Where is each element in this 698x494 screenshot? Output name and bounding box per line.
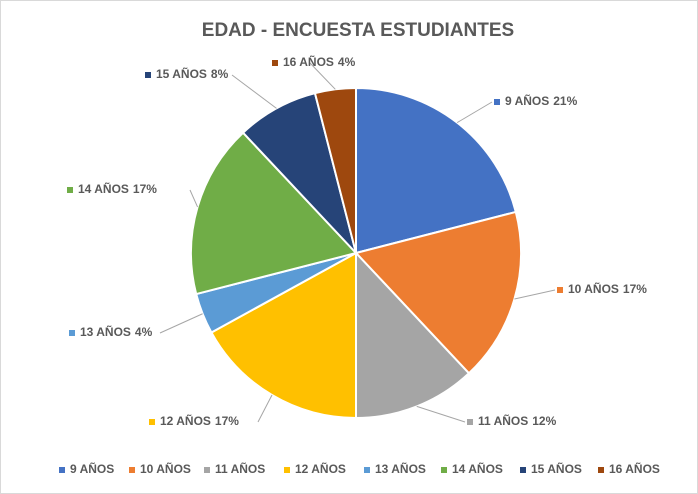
chart-title: EDAD - ENCUESTA ESTUDIANTES	[202, 20, 514, 41]
label-category: 15 AÑOS	[156, 66, 207, 81]
label-category: 11 AÑOS	[478, 413, 528, 428]
legend-label: 13 AÑOS	[375, 461, 426, 476]
leader-line	[416, 405, 466, 423]
label-category: 9 AÑOS	[505, 93, 549, 108]
label-value: 21%	[553, 94, 577, 108]
legend-swatch	[284, 467, 290, 473]
legend-swatch	[441, 467, 447, 473]
label-category: 10 AÑOS	[568, 281, 619, 296]
data-label: 12 AÑOS 17%	[160, 413, 239, 428]
label-value: 4%	[135, 325, 153, 339]
data-label: 9 AÑOS 21%	[505, 93, 578, 108]
pie-slice	[355, 86, 518, 255]
legend-swatch	[204, 467, 210, 473]
legend-swatch	[364, 467, 370, 473]
label-marker	[69, 330, 75, 336]
legend-label: 14 AÑOS	[452, 461, 503, 476]
label-marker	[145, 72, 151, 78]
data-label: 15 AÑOS 8%	[156, 66, 229, 81]
label-marker	[557, 287, 563, 293]
data-label: 13 AÑOS 4%	[80, 324, 153, 339]
leader-line	[257, 394, 273, 423]
legend-swatch	[520, 467, 526, 473]
legend-label: 11 AÑOS	[215, 461, 265, 476]
leader-line	[159, 313, 203, 334]
label-value: 17%	[623, 282, 647, 296]
label-value: 17%	[133, 182, 157, 196]
data-label: 16 AÑOS 4%	[283, 54, 356, 69]
leader-line	[309, 62, 336, 90]
data-label: 11 AÑOS 12%	[478, 413, 557, 428]
leader-line	[231, 74, 277, 109]
label-marker	[149, 419, 155, 425]
pie-slice	[355, 250, 471, 420]
label-marker	[67, 187, 73, 193]
pie-slice	[354, 210, 522, 375]
legend-label: 16 AÑOS	[609, 461, 660, 476]
data-label: 10 AÑOS 17%	[568, 281, 647, 296]
label-value: 17%	[215, 414, 239, 428]
legend-swatch	[598, 467, 604, 473]
label-value: 8%	[211, 67, 229, 81]
label-value: 4%	[338, 55, 356, 69]
leader-line	[189, 189, 199, 208]
label-marker	[272, 60, 278, 66]
label-category: 16 AÑOS	[283, 54, 334, 69]
legend-label: 9 AÑOS	[70, 461, 114, 476]
data-label: 14 AÑOS 17%	[78, 181, 157, 196]
leader-line	[514, 289, 556, 300]
legend-label: 10 AÑOS	[140, 461, 191, 476]
legend-swatch	[129, 467, 135, 473]
label-marker	[494, 99, 500, 105]
pie-slice	[190, 131, 358, 296]
label-category: 13 AÑOS	[80, 324, 131, 339]
legend-label: 12 AÑOS	[295, 461, 346, 476]
label-category: 12 AÑOS	[160, 413, 211, 428]
legend-swatch	[59, 467, 65, 473]
pie-slice	[210, 251, 357, 420]
label-category: 14 AÑOS	[78, 181, 129, 196]
label-marker	[467, 419, 473, 425]
label-value: 12%	[532, 414, 556, 428]
legend-label: 15 AÑOS	[531, 461, 582, 476]
leader-line	[456, 101, 493, 124]
